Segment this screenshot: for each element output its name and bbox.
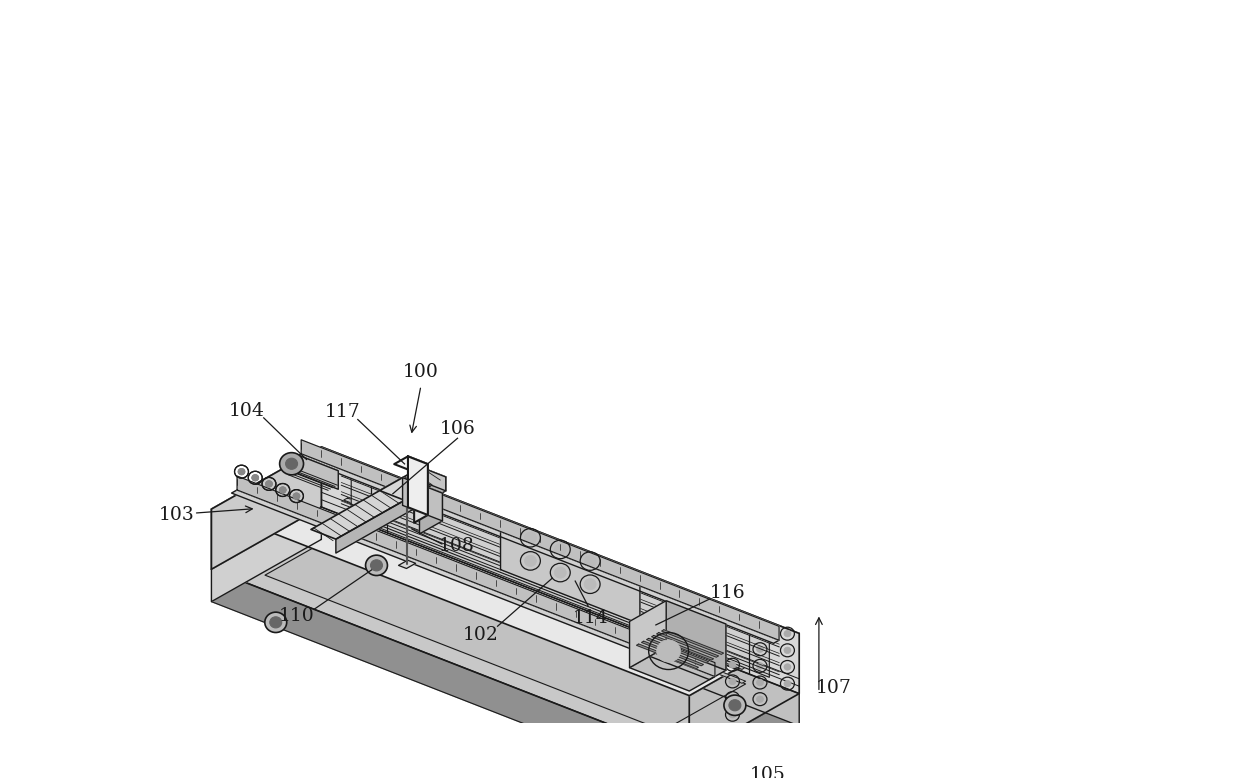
Polygon shape	[212, 507, 800, 755]
Polygon shape	[646, 638, 708, 663]
Circle shape	[756, 696, 764, 703]
Circle shape	[238, 468, 246, 475]
Circle shape	[756, 679, 764, 685]
Text: 104: 104	[229, 402, 264, 420]
Circle shape	[729, 678, 737, 685]
Polygon shape	[394, 457, 428, 472]
Circle shape	[270, 617, 281, 628]
Circle shape	[525, 555, 537, 566]
Polygon shape	[212, 539, 800, 778]
Circle shape	[265, 481, 273, 487]
Polygon shape	[656, 633, 719, 657]
Circle shape	[624, 752, 645, 773]
Circle shape	[554, 544, 567, 555]
Polygon shape	[501, 531, 640, 624]
Text: 107: 107	[816, 678, 852, 696]
Circle shape	[657, 640, 681, 662]
Polygon shape	[379, 478, 443, 506]
Circle shape	[729, 712, 737, 718]
Polygon shape	[232, 490, 715, 680]
Circle shape	[584, 555, 596, 566]
Polygon shape	[343, 498, 745, 656]
Polygon shape	[662, 629, 724, 654]
Circle shape	[293, 492, 300, 499]
Circle shape	[724, 695, 745, 716]
Circle shape	[285, 458, 298, 469]
Polygon shape	[398, 560, 415, 569]
Circle shape	[293, 492, 300, 499]
Circle shape	[584, 579, 596, 590]
Circle shape	[784, 664, 791, 670]
Text: 103: 103	[159, 506, 195, 524]
Polygon shape	[212, 447, 800, 696]
Polygon shape	[212, 507, 321, 601]
Polygon shape	[419, 493, 443, 534]
Circle shape	[554, 567, 567, 578]
Circle shape	[252, 475, 259, 481]
Circle shape	[525, 532, 537, 543]
Circle shape	[252, 475, 259, 481]
Polygon shape	[403, 478, 443, 521]
Text: 105: 105	[750, 766, 786, 778]
Polygon shape	[237, 476, 715, 677]
Polygon shape	[641, 641, 703, 666]
Circle shape	[265, 481, 273, 487]
Text: 106: 106	[440, 420, 475, 438]
Polygon shape	[343, 512, 745, 669]
Polygon shape	[630, 647, 725, 691]
Polygon shape	[666, 601, 725, 671]
Circle shape	[371, 560, 382, 571]
Polygon shape	[321, 507, 800, 726]
Circle shape	[629, 757, 640, 768]
Polygon shape	[420, 468, 446, 491]
Circle shape	[265, 612, 286, 633]
Polygon shape	[265, 528, 745, 731]
Text: 110: 110	[279, 608, 315, 626]
Polygon shape	[408, 457, 428, 515]
Polygon shape	[651, 636, 713, 660]
Circle shape	[238, 468, 246, 475]
Polygon shape	[285, 455, 339, 478]
Circle shape	[280, 453, 304, 475]
Text: 117: 117	[325, 403, 361, 421]
Text: 100: 100	[403, 363, 439, 380]
Text: 108: 108	[439, 537, 475, 555]
Polygon shape	[295, 454, 779, 643]
Circle shape	[366, 555, 387, 576]
Circle shape	[784, 681, 791, 687]
Polygon shape	[689, 693, 800, 778]
Polygon shape	[636, 644, 698, 668]
Polygon shape	[212, 509, 689, 755]
Polygon shape	[321, 447, 800, 693]
Polygon shape	[689, 633, 800, 755]
Circle shape	[729, 699, 740, 711]
Polygon shape	[414, 464, 428, 523]
Circle shape	[756, 663, 764, 669]
Circle shape	[729, 661, 737, 668]
Text: 102: 102	[463, 626, 498, 644]
Polygon shape	[351, 468, 769, 678]
Circle shape	[756, 646, 764, 653]
Circle shape	[784, 647, 791, 654]
Polygon shape	[311, 468, 446, 539]
Text: 116: 116	[709, 584, 745, 601]
Polygon shape	[630, 601, 666, 668]
Polygon shape	[301, 440, 779, 640]
Circle shape	[784, 630, 791, 637]
Polygon shape	[336, 477, 446, 553]
Circle shape	[279, 487, 286, 493]
Polygon shape	[299, 455, 339, 489]
Polygon shape	[343, 526, 745, 683]
Circle shape	[279, 487, 286, 493]
Text: 114: 114	[572, 609, 608, 627]
Circle shape	[729, 695, 737, 701]
Polygon shape	[212, 447, 321, 569]
